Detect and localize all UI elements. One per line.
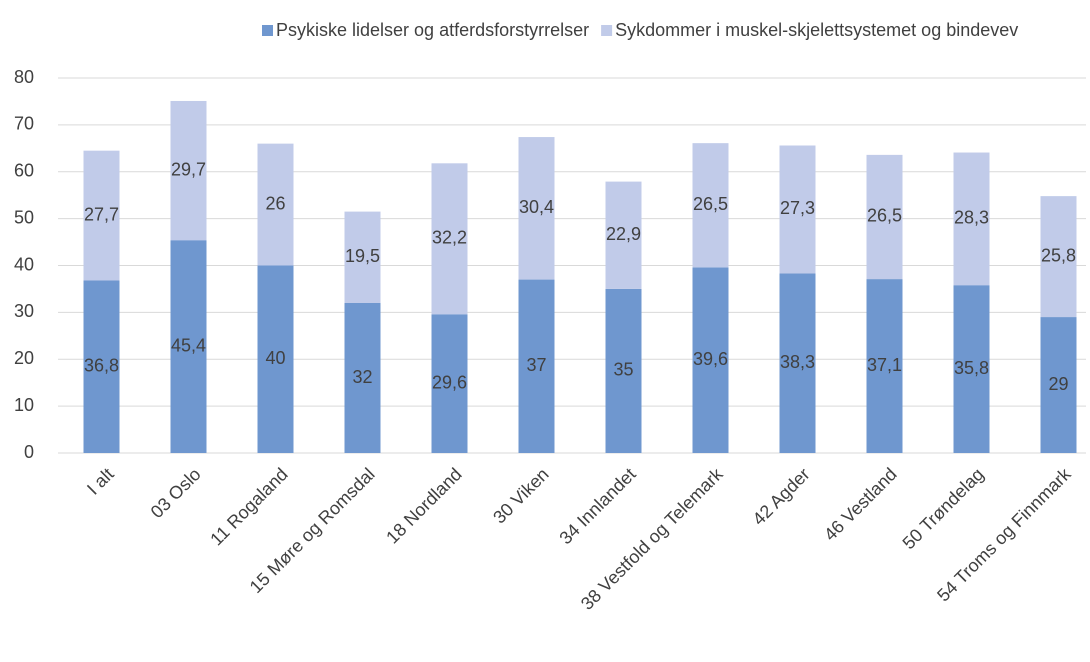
x-tick-label: 30 Viken (489, 464, 552, 527)
y-tick-label: 10 (14, 395, 34, 415)
data-label: 39,6 (693, 349, 728, 369)
bar-segment (431, 314, 468, 453)
y-tick-label: 70 (14, 114, 34, 134)
y-tick-label: 50 (14, 207, 34, 227)
data-label: 35 (613, 360, 633, 380)
x-tick-label: 50 Trøndelag (899, 464, 988, 553)
data-label: 36,8 (84, 356, 119, 376)
x-tick-label: 34 Innlandet (555, 464, 639, 548)
bar-segment (866, 279, 903, 453)
bar-segment (779, 145, 816, 274)
data-label: 45,4 (171, 335, 206, 355)
bar-segment (83, 150, 120, 281)
bar-segment (692, 143, 729, 268)
data-label: 37,1 (867, 355, 902, 375)
bar-segment (953, 152, 990, 286)
y-tick-label: 60 (14, 161, 34, 181)
data-label: 29,6 (432, 372, 467, 392)
bar-segment (1040, 317, 1077, 453)
data-label: 28,3 (954, 208, 989, 228)
legend-swatch (601, 25, 613, 36)
bar-segment (692, 267, 729, 453)
data-label: 26,5 (693, 194, 728, 214)
bar-segment (431, 163, 468, 315)
x-tick-label: 11 Rogaland (206, 464, 291, 549)
legend-label: Psykiske lidelser og atferdsforstyrrelse… (276, 20, 589, 40)
bar-segment (779, 273, 816, 453)
data-label: 38,3 (780, 352, 815, 372)
data-label: 27,7 (84, 204, 119, 224)
y-tick-label: 80 (14, 67, 34, 87)
data-label: 29 (1048, 374, 1068, 394)
x-tick-label: 38 Vestfold og Telemark (577, 463, 727, 613)
bar-segment (170, 240, 207, 453)
bar-segment (1040, 196, 1077, 318)
data-label: 22,9 (606, 224, 641, 244)
data-label: 32,2 (432, 228, 467, 248)
data-label: 26 (265, 193, 285, 213)
data-label: 29,7 (171, 159, 206, 179)
x-tick-label: 42 Agder (749, 464, 814, 529)
data-label: 35,8 (954, 358, 989, 378)
legend-swatch (262, 25, 273, 36)
bar-segment (518, 137, 555, 280)
y-tick-label: 20 (14, 348, 34, 368)
x-tick-label: I alt (83, 464, 118, 499)
y-tick-label: 30 (14, 301, 34, 321)
x-tick-label: 46 Vestland (820, 464, 901, 545)
data-label: 19,5 (345, 246, 380, 266)
data-label: 30,4 (519, 197, 554, 217)
bar-segment (518, 279, 555, 453)
x-tick-label: 03 Oslo (147, 464, 205, 522)
y-tick-label: 40 (14, 254, 34, 274)
x-tick-label: 18 Nordland (382, 464, 465, 547)
data-label: 27,3 (780, 198, 815, 218)
bar-segment (257, 265, 294, 453)
y-tick-label: 0 (24, 442, 34, 462)
bar-segment (257, 143, 294, 266)
bar-segment (605, 288, 642, 453)
bar-segment (170, 100, 207, 241)
bar-segment (344, 211, 381, 303)
data-label: 32 (352, 367, 372, 387)
bar-segment (344, 303, 381, 453)
data-label: 37 (526, 355, 546, 375)
bar-segment (953, 285, 990, 453)
data-label: 25,8 (1041, 245, 1076, 265)
bar-segment (605, 181, 642, 289)
data-label: 40 (265, 348, 285, 368)
legend-label: Sykdommer i muskel-skjelettsystemet og b… (615, 20, 1018, 40)
data-label: 26,5 (867, 206, 902, 226)
bar-segment (866, 154, 903, 280)
bar-segment (83, 280, 120, 453)
